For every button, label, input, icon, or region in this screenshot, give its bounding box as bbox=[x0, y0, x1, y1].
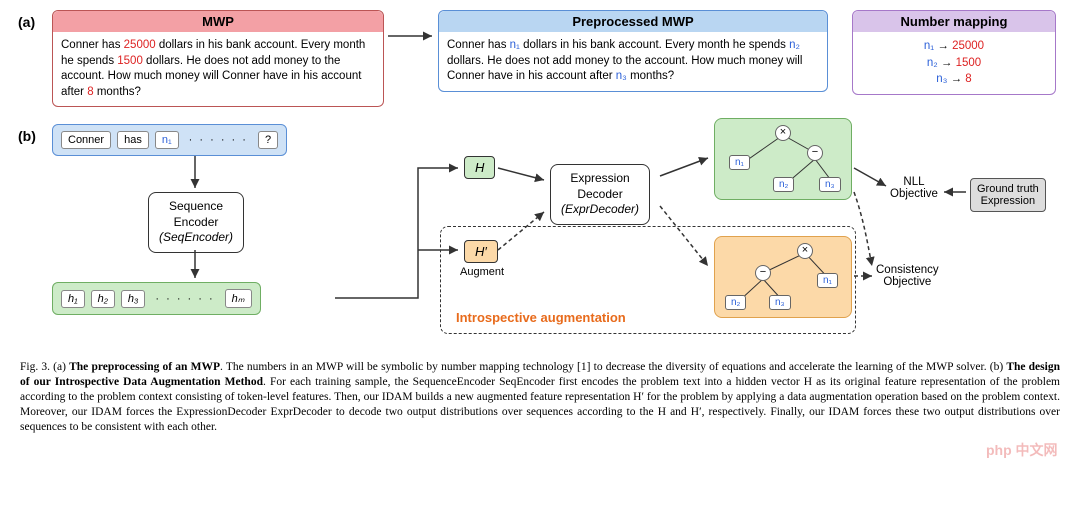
dots: · · · · · · bbox=[185, 134, 252, 146]
var-node: n₁ bbox=[729, 155, 750, 170]
token: h₁ bbox=[61, 290, 85, 308]
panel-label-a: (a) bbox=[18, 14, 35, 30]
expr-tree-original: × − n₁ n₂ n₃ bbox=[714, 118, 852, 200]
h-box: H bbox=[464, 156, 495, 179]
op-node: × bbox=[797, 243, 813, 259]
preprocessed-mwp-box: Preprocessed MWP Conner has n₁ dollars i… bbox=[438, 10, 828, 92]
dots: · · · · · · bbox=[151, 293, 218, 305]
hidden-tokens: h₁ h₂ h₃ · · · · · · hₘ bbox=[52, 282, 261, 315]
var-node: n₁ bbox=[817, 273, 838, 288]
nll-objective: NLLObjective bbox=[890, 176, 938, 200]
token: h₃ bbox=[121, 290, 145, 308]
op-node: × bbox=[775, 125, 791, 141]
introspective-augmentation-label: Introspective augmentation bbox=[456, 310, 626, 325]
expr-tree-augmented: × − n₁ n₂ n₃ bbox=[714, 236, 852, 318]
op-node: − bbox=[807, 145, 823, 161]
map-body: n₁ → 25000 n₂ → 1500 n₃ → 8 bbox=[853, 32, 1055, 94]
panel-label-b: (b) bbox=[18, 128, 36, 144]
expr-decoder-module: Expression Decoder (ExprDecoder) bbox=[550, 164, 650, 225]
token: h₂ bbox=[91, 290, 115, 308]
var-node: n₂ bbox=[725, 295, 746, 310]
token: has bbox=[117, 131, 149, 149]
consistency-objective: ConsistencyObjective bbox=[876, 264, 939, 288]
var-node: n₂ bbox=[773, 177, 794, 192]
pmwp-body: Conner has n₁ dollars in his bank accoun… bbox=[439, 32, 827, 91]
seq-encoder-module: Sequence Encoder (SeqEncoder) bbox=[148, 192, 244, 253]
number-mapping-box: Number mapping n₁ → 25000 n₂ → 1500 n₃ →… bbox=[852, 10, 1056, 95]
mwp-box: MWP Conner has 25000 dollars in his bank… bbox=[52, 10, 384, 107]
token: Conner bbox=[61, 131, 111, 149]
map-header: Number mapping bbox=[853, 11, 1055, 32]
watermark: php 中文网 bbox=[986, 440, 1058, 460]
mwp-body: Conner has 25000 dollars in his bank acc… bbox=[53, 32, 383, 106]
ground-truth-box: Ground truthExpression bbox=[970, 178, 1046, 212]
var-node: n₃ bbox=[769, 295, 791, 310]
figure-caption: Fig. 3. (a) The preprocessing of an MWP.… bbox=[20, 360, 1060, 435]
token: ? bbox=[258, 131, 278, 149]
token: n₁ bbox=[155, 131, 179, 149]
input-tokens: Conner has n₁ · · · · · · ? bbox=[52, 124, 287, 156]
var-node: n₃ bbox=[819, 177, 841, 192]
mwp-header: MWP bbox=[53, 11, 383, 32]
pmwp-header: Preprocessed MWP bbox=[439, 11, 827, 32]
token: hₘ bbox=[225, 289, 252, 308]
op-node: − bbox=[755, 265, 771, 281]
